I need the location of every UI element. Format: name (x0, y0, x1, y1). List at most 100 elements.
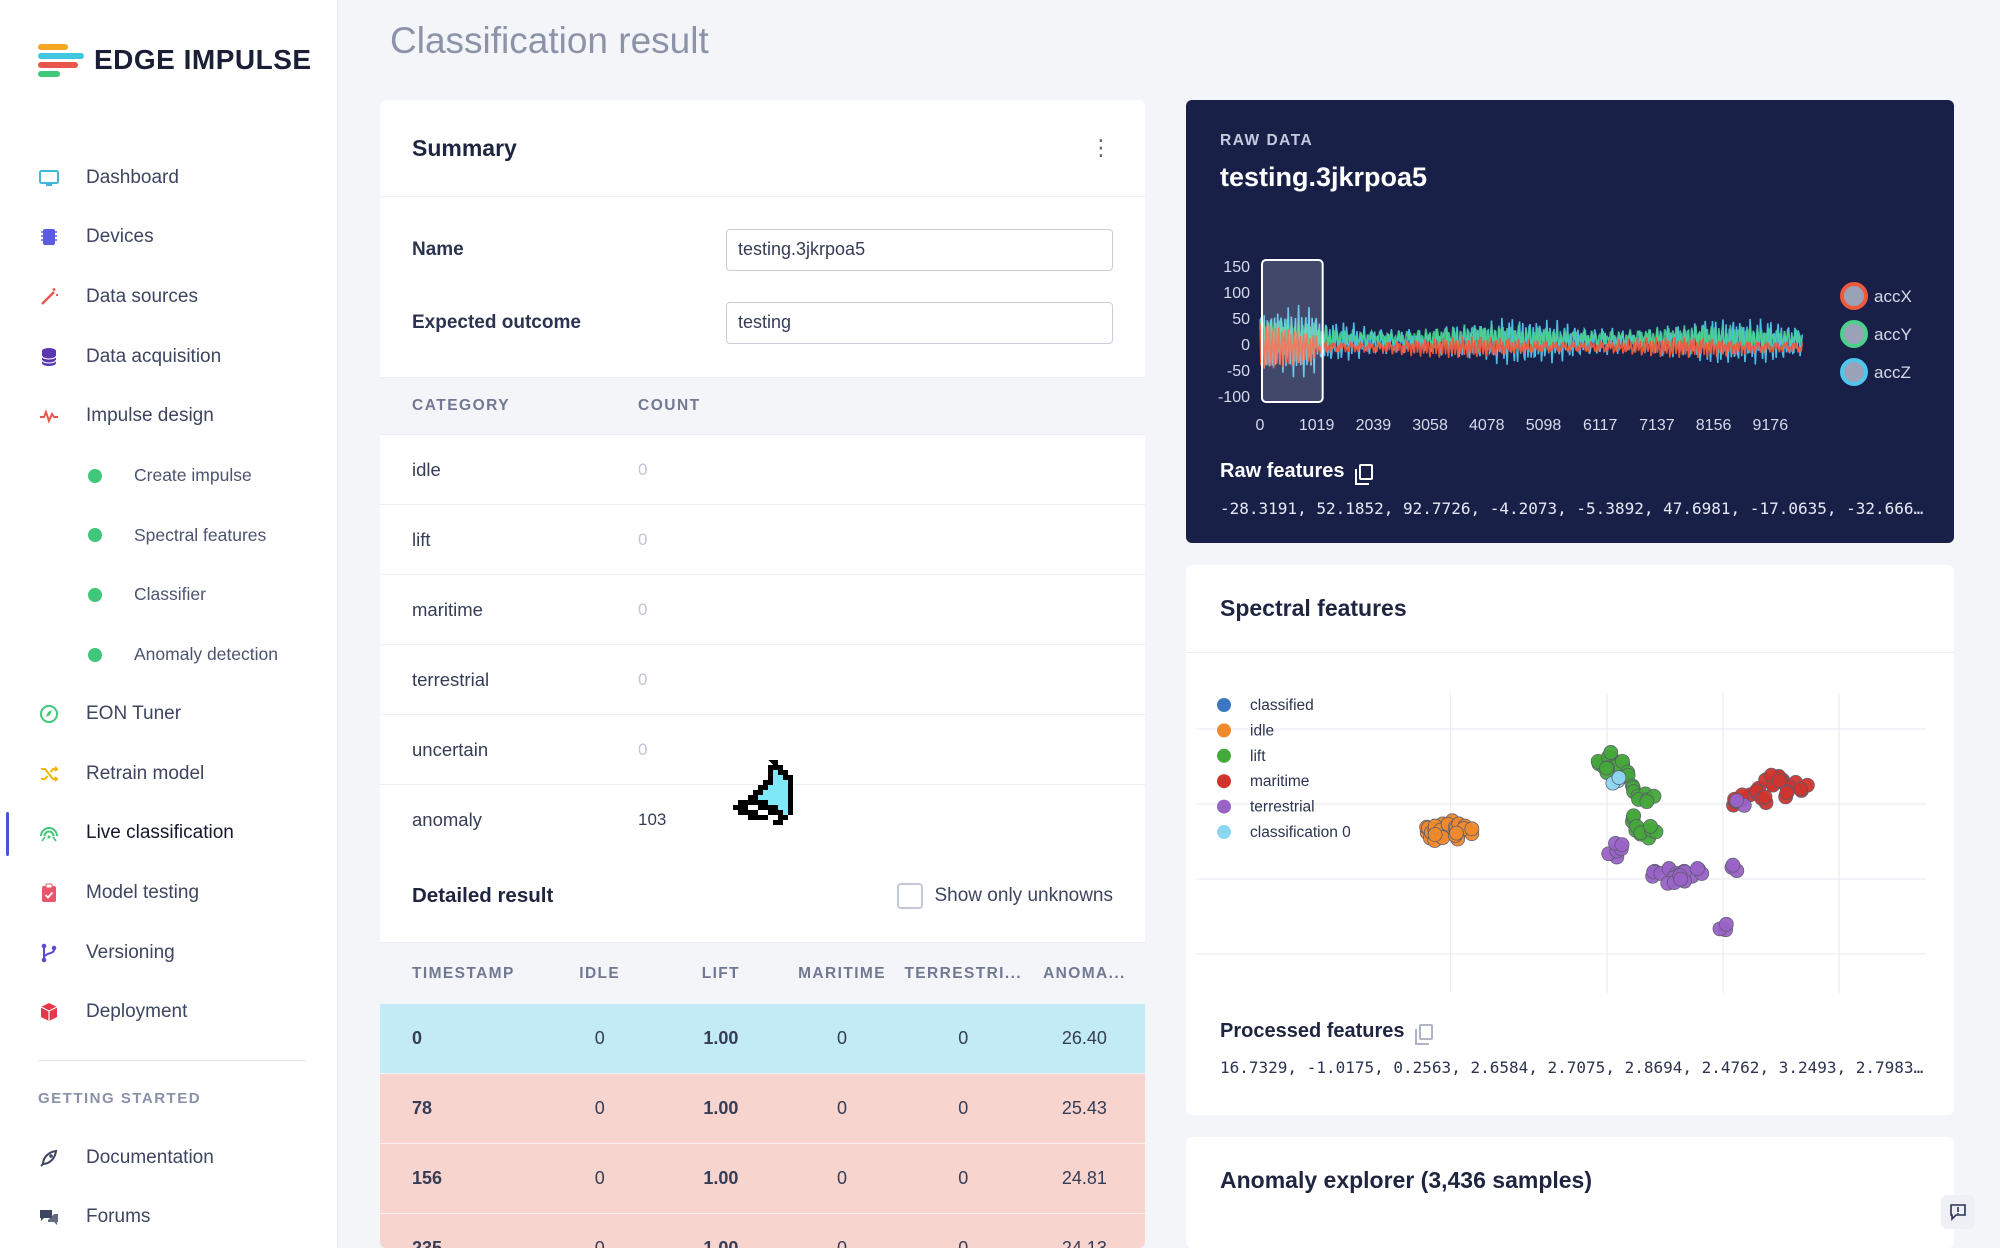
chip-icon (38, 226, 60, 248)
sidebar-item-impulse-design[interactable]: Impulse design (0, 386, 338, 446)
legend-label: accZ (1874, 363, 1911, 382)
category-count: 0 (638, 459, 648, 479)
detailed-table-header: TIMESTAMP IDLE LIFT MARITIME TERRESTRI... ANO… (380, 942, 1145, 1004)
sidebar-item-documentation[interactable]: Documentation (0, 1128, 338, 1188)
detail-maritime-value: 0 (837, 1238, 848, 1248)
detail-terrestrial-value: 0 (958, 1028, 969, 1048)
name-input[interactable] (726, 228, 1113, 271)
x-tick-label: 5098 (1526, 417, 1562, 434)
detail-column-header[interactable]: IDLE (579, 964, 621, 982)
spectral-features-scatter[interactable]: classified idle lift maritime terrestrial cla… (1186, 653, 1954, 1003)
x-tick-label: 0 (1256, 417, 1265, 434)
scatter-point (1779, 785, 1795, 801)
category-count: 0 (638, 739, 648, 759)
status-dot-icon (88, 647, 102, 662)
legend-marker (1217, 774, 1231, 789)
legend-marker (1217, 748, 1231, 763)
detail-idle-value: 0 (594, 1028, 605, 1048)
sidebar-item-label: Impulse design (86, 405, 214, 427)
table-row[interactable]: 235 0 1.00 0 0 24.13 (380, 1214, 1145, 1248)
legend-marker (1840, 358, 1868, 386)
sidebar-item-versioning[interactable]: Versioning (0, 923, 338, 983)
legend-label: terrestrial (1250, 799, 1315, 816)
copy-processed-features-icon[interactable] (1414, 1023, 1433, 1045)
detail-idle-value: 0 (594, 1098, 605, 1118)
detail-column-header[interactable]: TIMESTAMP (412, 964, 515, 982)
category-name: anomaly (412, 809, 482, 830)
table-row[interactable]: 78 0 1.00 0 0 25.43 (380, 1074, 1145, 1144)
sidebar-item-create-impulse[interactable]: Create impulse (0, 446, 338, 506)
sidebar-item-spectral-features[interactable]: Spectral features (0, 506, 338, 566)
y-tick-label: 100 (1223, 285, 1250, 302)
sidebar-item-deployment[interactable]: Deployment (0, 982, 338, 1042)
sidebar-item-model-testing[interactable]: Model testing (0, 863, 338, 923)
selection-window-handle[interactable] (1261, 259, 1324, 403)
spectral-features-card: Spectral features classified idle lift mari… (1186, 565, 1954, 1115)
raw-features-label-text: Raw features (1220, 460, 1345, 482)
detail-timestamp: 156 (412, 1168, 443, 1188)
name-row: Name (412, 213, 1113, 286)
detail-column-header[interactable]: MARITIME (798, 964, 886, 982)
pointer-cursor-icon (733, 760, 793, 825)
sidebar-item-dashboard[interactable]: Dashboard (0, 148, 338, 208)
scatter-point (1639, 794, 1655, 810)
y-tick-label: 150 (1223, 259, 1250, 276)
table-row: idle 0 (380, 435, 1145, 505)
scatter-point (1427, 827, 1443, 842)
table-row[interactable]: 156 0 1.00 0 0 24.81 (380, 1144, 1145, 1214)
detail-anomaly-value: 24.81 (1061, 1168, 1107, 1188)
expected-outcome-row: Expected outcome (412, 286, 1113, 359)
detail-timestamp: 0 (412, 1028, 423, 1048)
show-only-unknowns-toggle[interactable]: Show only unknowns (896, 883, 1113, 909)
sidebar-nav: Dashboard Devices Data sources Data acquisi… (0, 148, 338, 1042)
table-row: lift 0 (380, 505, 1145, 575)
sidebar-item-live-classification[interactable]: Live classification (0, 804, 338, 864)
detail-timestamp: 78 (412, 1098, 433, 1118)
detail-column-header[interactable]: ANOMA... (1043, 964, 1126, 982)
detail-maritime-value: 0 (837, 1028, 848, 1048)
legend-label: accX (1874, 287, 1912, 306)
processed-features-label-text: Processed features (1220, 1020, 1405, 1042)
summary-form: Name Expected outcome (380, 197, 1145, 477)
legend-label: accY (1874, 325, 1912, 344)
sidebar-item-devices[interactable]: Devices (0, 208, 338, 268)
sidebar-item-classifier[interactable]: Classifier (0, 565, 338, 625)
raw-data-chart[interactable]: 150 100 50 0 -50 -100 0 1019 2039 3058 4078 5098 611… (1214, 250, 1944, 450)
category-count: 0 (638, 669, 648, 689)
sidebar-item-data-sources[interactable]: Data sources (0, 267, 338, 327)
sidebar-item-label: Dashboard (86, 166, 179, 188)
sidebar-item-forums[interactable]: Forums (0, 1188, 338, 1248)
status-dot-icon (88, 468, 102, 483)
show-only-unknowns-checkbox[interactable] (896, 883, 923, 909)
processed-features-label: Processed features (1220, 1020, 1433, 1045)
scatter-point (1599, 760, 1614, 776)
expected-outcome-input[interactable] (726, 301, 1113, 344)
branch-icon (38, 942, 60, 964)
legend-marker (1840, 282, 1868, 310)
table-row[interactable]: 0 0 1.00 0 0 26.40 (380, 1004, 1145, 1074)
sidebar-item-eon-tuner[interactable]: EON Tuner (0, 684, 338, 744)
more-options-icon[interactable]: ⋮ (1090, 135, 1112, 160)
feedback-chat-icon[interactable] (1941, 1195, 1975, 1229)
legend-label: idle (1250, 722, 1274, 739)
scatter-point (1464, 821, 1480, 837)
category-count: 103 (638, 810, 667, 829)
detail-terrestrial-value: 0 (958, 1098, 969, 1118)
rocket-icon (38, 1147, 60, 1169)
x-tick-label: 9176 (1753, 417, 1789, 434)
sidebar-item-data-acquisition[interactable]: Data acquisition (0, 327, 338, 387)
raw-data-title: testing.3jkrpoa5 (1220, 162, 1428, 192)
copy-raw-features-icon[interactable] (1354, 463, 1373, 485)
sidebar-item-anomaly-detection[interactable]: Anomaly detection (0, 625, 338, 685)
edge-impulse-logo[interactable]: EDGE IMPULSE (38, 44, 312, 77)
compass-icon (38, 703, 60, 725)
detail-column-header[interactable]: TERRESTRI... (904, 964, 1022, 982)
sidebar-item-retrain-model[interactable]: Retrain model (0, 744, 338, 804)
x-tick-label: 4078 (1469, 417, 1505, 434)
category-name: idle (412, 458, 441, 480)
legend-label: maritime (1250, 773, 1309, 790)
scatter-point (1643, 818, 1658, 834)
legend-marker (1217, 825, 1231, 839)
detail-anomaly-value: 26.40 (1061, 1028, 1107, 1048)
detail-column-header[interactable]: LIFT (701, 964, 741, 982)
